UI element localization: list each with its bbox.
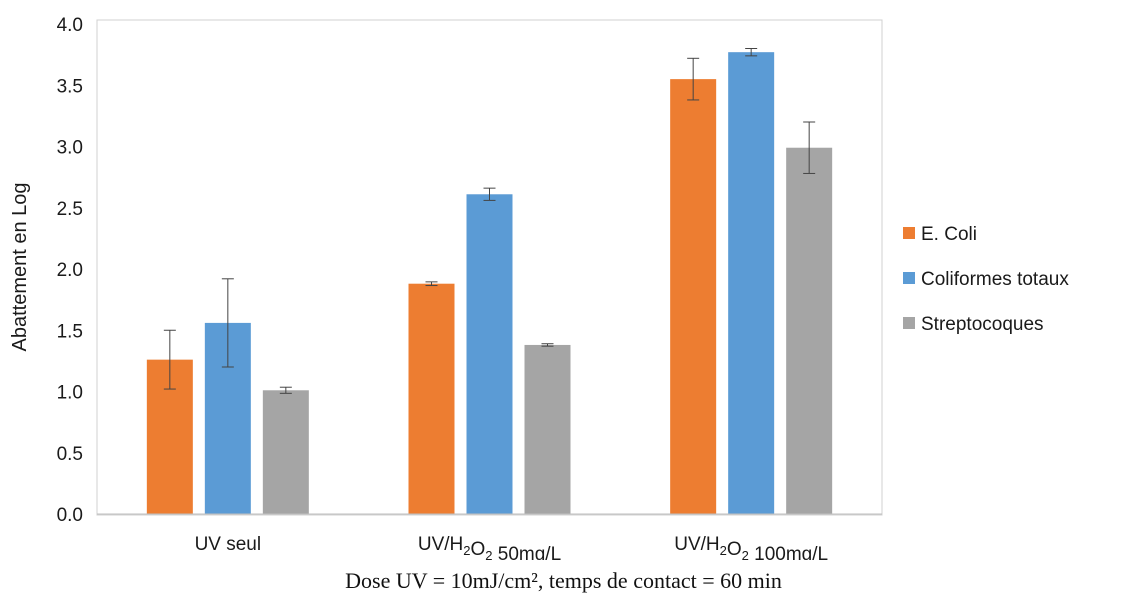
x-tick-label: UV seul <box>195 534 262 555</box>
y-tick-label: 2.5 <box>57 199 83 220</box>
y-axis-label: Abattement en Log <box>9 182 31 351</box>
legend-swatch <box>903 272 915 284</box>
y-tick-label: 2.0 <box>57 260 83 281</box>
legend-label: Streptocoques <box>921 314 1044 335</box>
x-tick-label: UV/H2O2 50mg/L <box>418 534 561 560</box>
x-tick-label: UV/H2O2 100mg/L <box>674 534 828 560</box>
y-tick-label: 0.5 <box>57 444 83 465</box>
y-tick-label: 3.5 <box>57 76 83 97</box>
legend-swatch <box>903 227 915 239</box>
bar <box>670 79 717 514</box>
bar <box>524 344 571 514</box>
plot-frame <box>96 19 883 516</box>
y-tick-label: 1.0 <box>57 383 83 404</box>
legend-swatch <box>903 317 915 329</box>
bar <box>786 147 833 514</box>
bar <box>262 390 309 514</box>
figure-caption: Dose UV = 10mJ/cm², temps de contact = 6… <box>345 568 782 593</box>
y-tick-label: 0.0 <box>57 505 83 526</box>
legend-label: E. Coli <box>921 224 977 245</box>
bar-chart: 0.0 0.5 1.0 1.5 2.0 2.5 3.0 3.5 4.0 UV seul UV/H2… <box>9 15 1069 560</box>
y-tick-label: 3.0 <box>57 138 83 159</box>
bar <box>466 194 513 514</box>
legend-label: Coliformes totaux <box>921 269 1069 290</box>
bar <box>728 52 775 515</box>
y-tick-label: 4.0 <box>57 15 83 36</box>
y-tick-label: 1.5 <box>57 321 83 342</box>
bar <box>408 283 455 514</box>
